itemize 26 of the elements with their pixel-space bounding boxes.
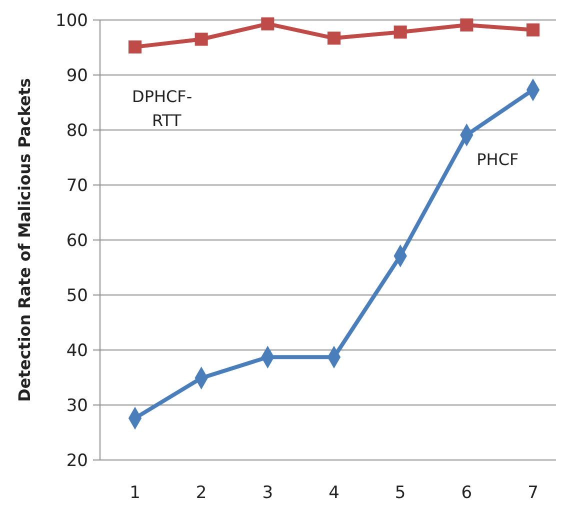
point xyxy=(394,26,407,39)
y-tick-label: 100 xyxy=(56,10,88,31)
point xyxy=(526,23,540,36)
point xyxy=(194,32,208,46)
y-tick-label: 80 xyxy=(66,120,88,141)
x-tick-label: 7 xyxy=(528,483,538,503)
point xyxy=(128,40,142,54)
x-tick-label: 5 xyxy=(394,483,406,503)
y-tick-label: 20 xyxy=(66,450,88,471)
y-tick-label: 90 xyxy=(66,66,88,86)
y-tick-label: 30 xyxy=(66,396,88,416)
y-tick-label: 50 xyxy=(66,286,88,306)
series-label: PHCF xyxy=(476,150,519,169)
x-tick-label: 6 xyxy=(461,483,472,503)
y-tick-label: 60 xyxy=(66,230,88,251)
x-tick-label: 4 xyxy=(328,483,340,503)
point xyxy=(261,17,274,30)
point xyxy=(327,32,341,45)
x-tick-label: 3 xyxy=(262,483,274,503)
text: DPHCF-RTT xyxy=(132,86,192,130)
y-tick-label: 70 xyxy=(66,176,88,196)
x-tick-label: 2 xyxy=(196,483,207,503)
y-tick-label: 40 xyxy=(66,340,88,361)
y-axis-title: Detection Rate of Malicious Packets xyxy=(15,78,34,402)
x-tick-label: 1 xyxy=(130,483,140,503)
point xyxy=(460,18,474,32)
